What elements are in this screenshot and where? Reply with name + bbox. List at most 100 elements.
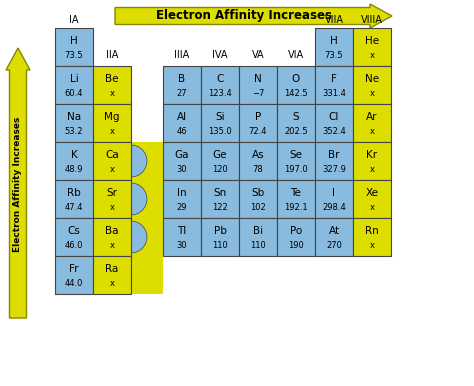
Bar [277,66,315,104]
Bar [131,180,163,218]
Bar [131,256,163,294]
Text: VIA: VIA [288,49,304,59]
Text: x: x [109,241,115,250]
Text: 270: 270 [326,241,342,250]
Text: Si: Si [215,112,225,122]
Text: Be: Be [105,74,119,84]
Text: 47.4: 47.4 [65,203,83,212]
Text: 202.5: 202.5 [284,127,308,136]
Text: Ca: Ca [105,150,119,160]
Text: Li: Li [70,74,78,84]
Bar [93,180,131,218]
Bar [239,218,277,256]
Text: Rn: Rn [365,226,379,236]
Text: H: H [70,36,78,46]
Text: He: He [365,36,379,46]
Bar [93,218,131,256]
Text: x: x [109,165,115,174]
Text: IIA: IIA [106,49,118,59]
Bar [315,180,353,218]
Text: 110: 110 [250,241,266,250]
Bar [239,104,277,142]
Bar [315,28,353,66]
FancyArrow shape [6,48,30,318]
Text: 46: 46 [177,127,187,136]
Text: 53.2: 53.2 [65,127,83,136]
Text: Ge: Ge [213,150,227,160]
Text: In: In [177,188,187,198]
Text: IIIA: IIIA [174,49,190,59]
Text: 73.5: 73.5 [64,51,83,60]
Text: IVA: IVA [212,49,228,59]
Text: x: x [109,279,115,288]
Text: Electron Affinity Increases: Electron Affinity Increases [156,10,332,22]
Bar [131,218,163,256]
Bar [55,66,93,104]
Text: 73.5: 73.5 [325,51,343,60]
Bar [93,66,131,104]
Text: IA: IA [69,15,79,25]
Text: x: x [370,127,374,136]
Text: x: x [370,203,374,212]
Bar [353,218,391,256]
Text: 190: 190 [288,241,304,250]
Text: 120: 120 [212,165,228,174]
Text: Al: Al [177,112,187,122]
Text: 142.5: 142.5 [284,89,308,98]
Text: x: x [370,241,374,250]
Text: Na: Na [67,112,81,122]
Text: 298.4: 298.4 [322,203,346,212]
Text: 78: 78 [253,165,264,174]
Circle shape [115,183,147,215]
Text: 327.9: 327.9 [322,165,346,174]
Bar [55,28,93,66]
Bar [163,66,201,104]
Text: 30: 30 [177,241,187,250]
Text: Sn: Sn [213,188,227,198]
Bar [93,256,131,294]
Bar [201,104,239,142]
Text: x: x [370,165,374,174]
Bar [239,142,277,180]
Bar [201,218,239,256]
Text: x: x [109,203,115,212]
Text: C: C [216,74,224,84]
Text: Kr: Kr [366,150,378,160]
Text: B: B [178,74,185,84]
Text: 102: 102 [250,203,266,212]
Text: At: At [328,226,339,236]
Bar [131,142,163,180]
Bar [163,180,201,218]
Text: 197.0: 197.0 [284,165,308,174]
Text: Cs: Cs [68,226,81,236]
Bar [353,28,391,66]
Text: 48.9: 48.9 [65,165,83,174]
Bar [277,104,315,142]
Text: VA: VA [252,49,264,59]
Text: −7: −7 [252,89,264,98]
Text: 110: 110 [212,241,228,250]
Bar [315,66,353,104]
Text: H: H [330,36,338,46]
Text: Sr: Sr [107,188,118,198]
Ellipse shape [130,258,157,284]
Bar [93,161,131,237]
Bar [55,256,93,294]
Text: 44.0: 44.0 [65,279,83,288]
Bar [55,142,93,180]
Circle shape [115,145,147,177]
Bar [163,104,201,142]
Text: Te: Te [291,188,301,198]
Bar [277,218,315,256]
Text: 27: 27 [177,89,187,98]
Text: Bi: Bi [253,226,263,236]
Bar [93,142,131,180]
Text: Ne: Ne [365,74,379,84]
Bar [315,104,353,142]
Bar [55,104,93,142]
Text: Ar: Ar [366,112,378,122]
Bar [353,142,391,180]
Bar [353,180,391,218]
Text: 29: 29 [177,203,187,212]
Text: 352.4: 352.4 [322,127,346,136]
